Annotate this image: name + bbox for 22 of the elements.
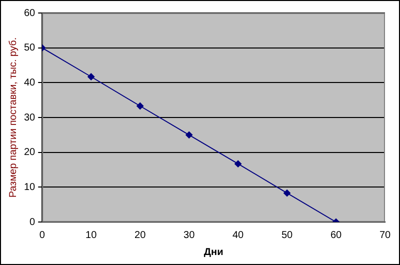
point (234, 160, 242, 168)
x-tick-label: 0 (39, 230, 46, 241)
y-tick-label: 10 (24, 182, 36, 193)
x-tick-label: 10 (86, 230, 98, 241)
x-tick-label: 30 (184, 230, 196, 241)
x-tick-label: 50 (281, 230, 294, 241)
y-tick-label: 20 (24, 147, 36, 158)
x-tick-label: 20 (134, 230, 146, 241)
y-tick-label: 50 (24, 42, 36, 54)
point (186, 131, 193, 138)
y-tick-label: 30 (24, 112, 36, 124)
x-tick-label: 60 (330, 230, 342, 241)
point (284, 190, 291, 197)
x-tick-label: 40 (232, 230, 244, 241)
y-tick-label: 0 (30, 216, 36, 228)
y-axis-title: Размер партии поставки, тыс. руб. (8, 37, 19, 198)
point (88, 73, 95, 80)
x-tick-label: 70 (379, 230, 391, 241)
point (136, 102, 144, 110)
y-tick-label: 60 (24, 8, 36, 19)
y-tick-label: 40 (24, 77, 36, 88)
x-axis-title: Дни (204, 246, 224, 258)
